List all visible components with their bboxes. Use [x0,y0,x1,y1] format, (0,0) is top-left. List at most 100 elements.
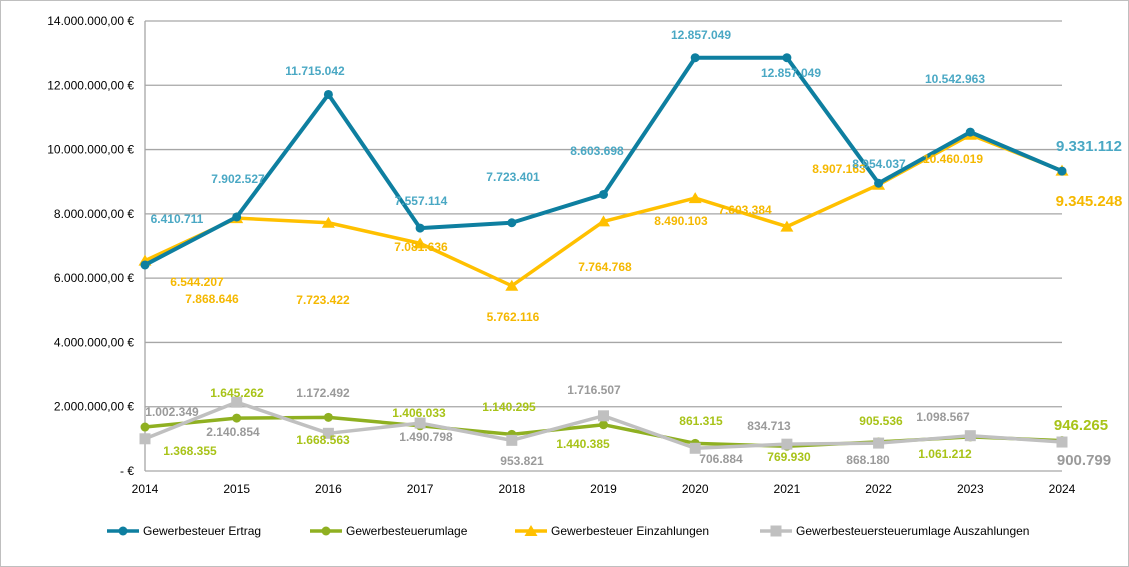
legend-entry: Gewerbesteuersteuerumlage Auszahlungen [796,524,1029,538]
data-label: 2.140.854 [206,425,260,439]
x-tick-label: 2018 [498,482,525,496]
data-label: 7.557.114 [395,194,448,208]
data-point [1057,166,1067,176]
legend-marker [321,526,331,536]
data-label: 1.061.212 [918,447,972,461]
data-point [964,430,976,442]
data-label: 1.716.507 [567,383,621,397]
data-label: 10.542.963 [925,72,985,86]
data-point [321,216,335,228]
data-point [323,89,333,99]
data-label: 1.172.492 [296,386,350,400]
data-label: 1.368.355 [163,444,217,458]
legend-entry: Gewerbesteuer Ertrag [143,524,261,538]
data-label: 6.410.711 [151,212,204,226]
data-point [1056,436,1068,448]
y-tick-label: 10.000.000,00 € [47,143,134,157]
data-point [139,433,151,445]
data-point [597,215,610,227]
data-point [873,437,885,449]
data-label: 861.315 [679,414,723,428]
data-label: 905.536 [859,414,903,428]
x-tick-label: 2023 [957,482,984,496]
data-label: 706.884 [699,452,743,466]
data-point [874,178,884,188]
data-label: 7.081.636 [394,240,448,254]
data-label: 1.440.385 [556,437,610,451]
y-tick-label: 14.000.000,00 € [47,14,134,28]
data-label: 10.460.019 [923,152,983,166]
x-tick-label: 2021 [774,482,801,496]
data-point [232,212,242,222]
data-point [322,427,334,439]
y-tick-label: 2.000.000,00 € [54,400,134,414]
data-label: 8.490.103 [654,214,708,228]
data-label: 946.265 [1054,417,1108,434]
data-point [323,412,333,422]
data-point [965,127,975,137]
data-point [505,279,519,291]
data-label: 12.857.049 [671,28,731,42]
data-point [781,438,793,450]
data-point [414,417,426,429]
data-point [690,53,700,63]
legend-entry: Gewerbesteuerumlage [346,524,468,538]
data-label: 1.645.262 [210,386,264,400]
data-label: 12.857.049 [761,66,821,80]
data-point [506,434,518,446]
data-label: 8.907.163 [812,162,866,176]
data-point [231,396,243,408]
data-point [599,189,608,199]
data-point [599,420,608,430]
data-label: 5.762.116 [487,310,540,324]
x-tick-label: 2017 [407,482,434,496]
data-label: 9.331.112 [1056,138,1122,155]
data-label: 1.490.798 [399,430,453,444]
data-point [413,237,427,249]
x-tick-label: 2015 [223,482,250,496]
y-tick-label: 4.000.000,00 € [54,335,134,349]
legend-marker [118,526,128,536]
data-label: 7.603.384 [718,203,772,217]
x-tick-label: 2016 [315,482,342,496]
data-point [232,413,242,423]
data-label: 7.723.401 [486,170,540,184]
x-tick-label: 2014 [132,482,159,496]
data-label: 1.002.349 [145,405,199,419]
data-point [780,220,794,232]
x-tick-label: 2019 [590,482,617,496]
data-label: 1.406.033 [392,406,446,420]
data-label: 11.715.042 [285,64,345,78]
data-label: 953.821 [500,454,544,468]
data-label: 868.180 [846,453,890,467]
data-label: 7.723.422 [296,293,350,307]
legend-entry: Gewerbesteuer Einzahlungen [551,524,709,538]
data-label: 9.345.248 [1056,193,1123,210]
data-label: 7.902.527 [211,172,265,186]
data-point [598,410,609,422]
legend-marker [770,525,782,537]
data-point [782,53,792,63]
data-label: 1.098.567 [916,410,970,424]
data-label: 1.140.295 [482,400,536,414]
data-label: 8.954.037 [852,157,906,171]
data-label: 8.603.698 [570,144,624,158]
data-label: 7.868.646 [185,292,239,306]
y-tick-label: 6.000.000,00 € [54,271,134,285]
data-label: 834.713 [747,419,791,433]
data-point [140,422,150,432]
data-point [140,260,150,270]
data-point [689,442,701,454]
y-tick-label: - € [120,464,134,478]
data-label: 1.668.563 [296,433,350,447]
x-tick-label: 2022 [865,482,892,496]
y-tick-label: 12.000.000,00 € [47,78,134,92]
y-tick-label: 8.000.000,00 € [54,207,134,221]
data-label: 769.930 [767,450,811,464]
data-point [507,218,517,228]
x-tick-label: 2024 [1049,482,1076,496]
x-tick-label: 2020 [682,482,709,496]
data-point [688,192,702,204]
